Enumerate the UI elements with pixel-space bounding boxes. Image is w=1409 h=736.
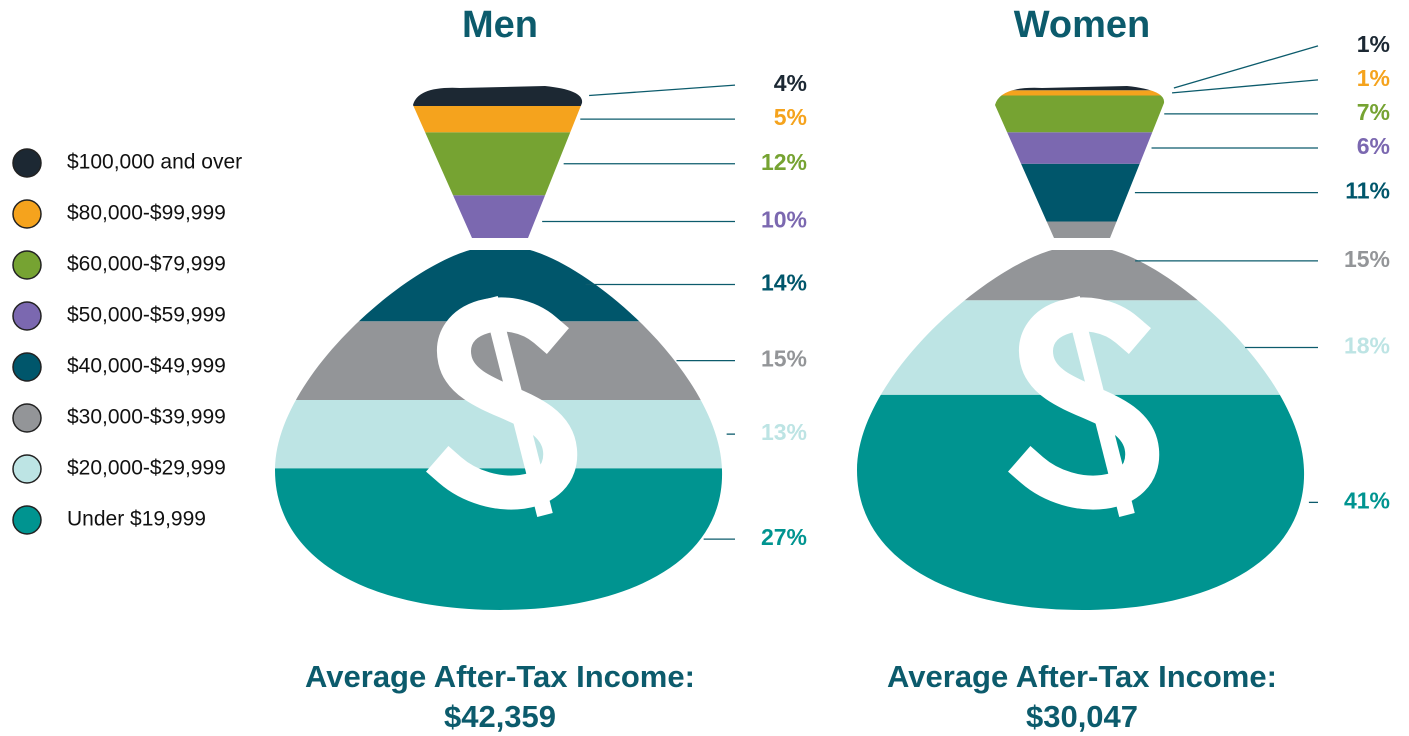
- legend-swatch: [13, 251, 41, 279]
- legend-label: $40,000-$49,999: [67, 355, 226, 378]
- chart-title: Men: [462, 4, 538, 46]
- value-label: 10%: [761, 207, 807, 233]
- value-label: 6%: [1357, 133, 1390, 159]
- bag-segment: [842, 90, 1322, 95]
- value-label: 41%: [1344, 487, 1390, 513]
- value-label: 5%: [774, 104, 807, 130]
- note: Average After-Tax Income:: [305, 659, 695, 694]
- legend-label: Under $19,999: [67, 508, 206, 531]
- value-label: 1%: [1357, 65, 1390, 91]
- note: Average After-Tax Income:: [887, 659, 1277, 694]
- value-label: 12%: [761, 149, 807, 175]
- value-label: 15%: [761, 346, 807, 372]
- value-label: 27%: [761, 524, 807, 550]
- legend-swatch: [13, 302, 41, 330]
- legend-label: $100,000 and over: [67, 151, 242, 174]
- value-label: 14%: [761, 270, 807, 296]
- legend-label: $80,000-$99,999: [67, 202, 226, 225]
- value-label: 1%: [1357, 31, 1390, 57]
- legend-label: $20,000-$29,999: [67, 457, 226, 480]
- legend-swatch: [13, 353, 41, 381]
- average-income: $30,047: [1026, 699, 1138, 734]
- chart-title: Women: [1014, 4, 1151, 46]
- value-label: 11%: [1345, 178, 1390, 204]
- legend-label: $50,000-$59,999: [67, 304, 226, 327]
- legend-label: $30,000-$39,999: [67, 406, 226, 429]
- value-label: 7%: [1357, 99, 1390, 125]
- legend-swatch: [13, 404, 41, 432]
- chart: $100,000 and over $80,000-$99,999 $60,000-…: [0, 0, 1409, 736]
- legend-swatch: [13, 455, 41, 483]
- average-income: $42,359: [444, 699, 556, 734]
- legend-swatch: [13, 200, 41, 228]
- legend-label: $60,000-$79,999: [67, 253, 226, 276]
- legend-swatch: [13, 506, 41, 534]
- value-label: 18%: [1344, 333, 1390, 359]
- bag-segment: [260, 85, 740, 106]
- value-label: 15%: [1344, 246, 1390, 272]
- value-label: 4%: [774, 70, 807, 96]
- legend-swatch: [13, 149, 41, 177]
- leader-line: [589, 85, 735, 95]
- value-label: 13%: [761, 419, 807, 445]
